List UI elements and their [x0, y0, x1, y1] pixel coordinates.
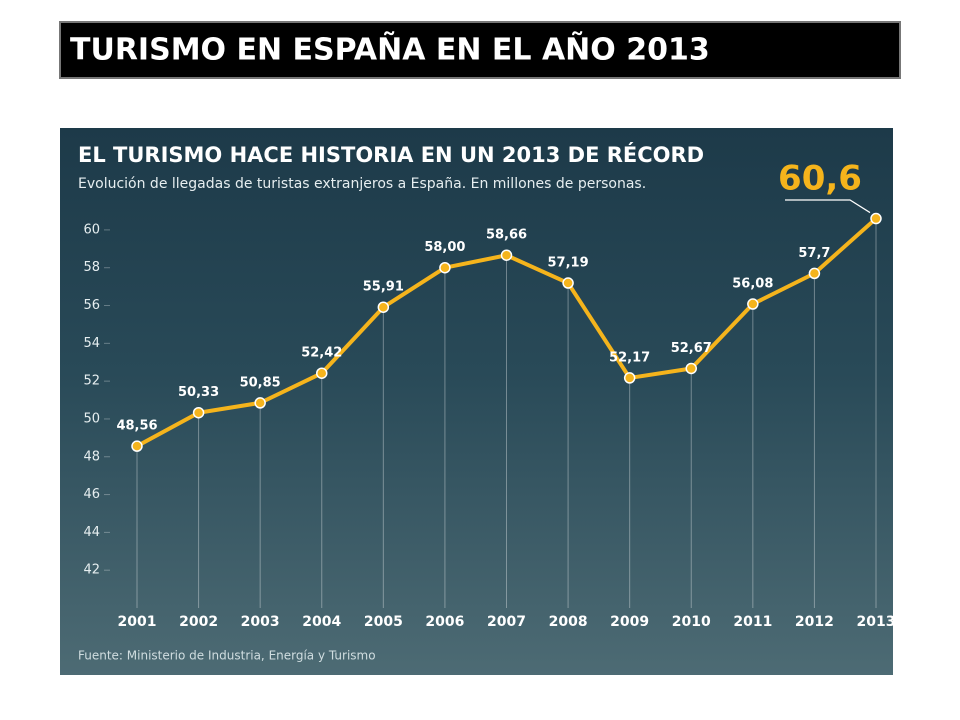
data-point [870, 212, 882, 225]
data-point [439, 261, 451, 274]
data-point [808, 267, 821, 280]
data-point [685, 362, 697, 375]
x-tick-label: 2011 [733, 614, 772, 630]
x-tick-label: 2010 [672, 614, 711, 630]
x-tick-label: 2001 [118, 614, 157, 630]
y-tick-label: 58 [83, 260, 100, 275]
data-point [747, 298, 759, 310]
chart-source: Fuente: Ministerio de Industria, Energía… [78, 649, 376, 663]
data-point [316, 367, 328, 379]
value-label: 58,66 [486, 228, 527, 243]
title-box [59, 21, 901, 79]
data-point [254, 397, 266, 409]
value-label: 50,33 [178, 385, 219, 400]
value-label: 50,85 [240, 375, 281, 390]
chart-subtitle: Evolución de llegadas de turistas extran… [78, 176, 646, 192]
x-tick-label: 2003 [241, 614, 280, 630]
x-tick-label: 2013 [857, 614, 896, 630]
x-tick-label: 2007 [487, 614, 526, 630]
slide-title: TURISMO EN ESPAÑA EN EL AÑO 2013 [70, 31, 710, 68]
value-label: 52,42 [301, 346, 342, 361]
value-label: 55,91 [363, 280, 404, 295]
value-label: 48,56 [116, 419, 157, 434]
value-label: 58,00 [424, 240, 465, 255]
value-label: 57,19 [548, 256, 589, 271]
data-point [562, 277, 574, 289]
y-tick-label: 44 [83, 525, 100, 540]
value-label: 57,7 [798, 246, 830, 261]
data-point [623, 372, 636, 384]
y-tick-label: 54 [83, 336, 100, 351]
data-point [377, 301, 390, 313]
y-tick-label: 42 [83, 563, 100, 578]
y-tick-label: 50 [83, 411, 100, 426]
x-tick-label: 2002 [179, 614, 218, 630]
data-point [131, 440, 143, 452]
x-tick-label: 2006 [425, 614, 464, 630]
y-tick-label: 60 [83, 222, 100, 237]
chart-title: EL TURISMO HACE HISTORIA EN UN 2013 DE R… [78, 142, 704, 167]
chart-panel [60, 128, 893, 675]
value-label: 56,08 [732, 277, 773, 292]
value-label: 60,6 [778, 159, 862, 199]
y-tick-label: 46 [83, 487, 100, 502]
x-tick-label: 2012 [795, 614, 834, 630]
y-tick-label: 52 [83, 374, 100, 389]
value-label: 52,17 [609, 350, 650, 365]
value-label: 52,67 [671, 341, 712, 356]
x-tick-label: 2009 [610, 614, 649, 630]
x-tick-label: 2005 [364, 614, 403, 630]
data-point [192, 406, 205, 419]
data-point [500, 249, 513, 261]
x-tick-label: 2008 [549, 614, 588, 630]
y-tick-label: 56 [83, 298, 100, 313]
annotation-arrow [785, 199, 871, 214]
x-tick-label: 2004 [302, 614, 341, 630]
y-tick-label: 48 [83, 449, 100, 464]
